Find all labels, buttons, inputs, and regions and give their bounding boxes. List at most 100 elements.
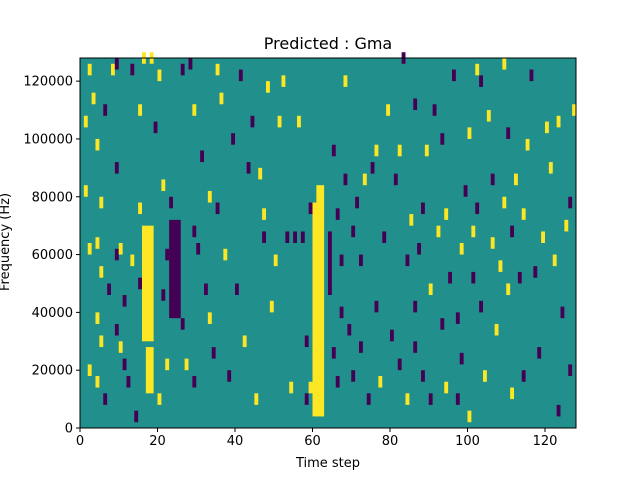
heatmap-cell	[448, 271, 452, 284]
heatmap-cell	[452, 69, 456, 82]
heatmap-cell	[525, 138, 530, 151]
x-tick-label: 80	[382, 434, 399, 449]
x-tick-label: 60	[304, 434, 321, 449]
heatmap-cell	[510, 225, 514, 238]
heatmap-cell	[114, 58, 119, 70]
heatmap-cell	[475, 202, 480, 215]
heatmap-cell	[138, 202, 142, 215]
heatmap-cell	[207, 312, 212, 324]
heatmap-cell	[444, 208, 449, 220]
heatmap-cell	[413, 341, 418, 353]
y-tick-label: 0	[65, 422, 73, 437]
heatmap-cell	[339, 254, 344, 267]
heatmap-cell	[238, 69, 243, 82]
heatmap-cell	[428, 393, 433, 405]
heatmap-cell	[421, 370, 425, 382]
heatmap-cell	[126, 375, 131, 388]
heatmap-cell	[95, 375, 100, 388]
heatmap-cell	[118, 341, 123, 353]
heatmap-cell	[192, 104, 197, 116]
heatmap-cell	[444, 381, 449, 394]
heatmap-cell	[370, 162, 375, 174]
heatmap-cell	[277, 115, 282, 128]
heatmap-cell	[521, 370, 526, 382]
heatmap-cell	[188, 58, 193, 70]
heatmap-cell	[211, 347, 216, 359]
heatmap-cell	[490, 237, 495, 249]
heatmap-cell	[95, 312, 100, 324]
heatmap-cell	[343, 75, 348, 87]
heatmap-cell	[486, 110, 491, 122]
heatmap-cell	[157, 393, 162, 405]
heatmap-cell	[293, 231, 297, 243]
x-tick-label: 40	[227, 434, 244, 449]
y-tick-label: 80000	[32, 190, 73, 205]
heatmap-cell	[335, 208, 340, 220]
heatmap-cell	[421, 202, 425, 215]
heatmap-cell	[223, 248, 228, 261]
heatmap-cell	[490, 173, 495, 186]
heatmap-cell	[157, 69, 162, 82]
heatmap-cell	[409, 214, 414, 226]
heatmap-cell	[521, 208, 526, 220]
heatmap-cell	[560, 306, 565, 319]
heatmap-cell	[506, 283, 511, 296]
heatmap-cell	[231, 133, 235, 145]
heatmap-cell	[254, 393, 259, 405]
heatmap-cell	[374, 144, 379, 157]
heatmap-cell	[266, 81, 270, 93]
heatmap-cell	[471, 271, 476, 284]
heatmap-cell	[432, 104, 437, 116]
heatmap-cell	[87, 63, 92, 76]
heatmap-cell	[545, 121, 549, 134]
heatmap-cell	[479, 300, 483, 313]
heatmap-cell	[134, 410, 139, 423]
heatmap-cell	[339, 306, 344, 319]
heatmap-cell	[475, 63, 480, 76]
heatmap-cell	[215, 202, 220, 215]
heatmap-cell	[564, 219, 569, 232]
heatmap-cell	[235, 283, 239, 296]
heatmap-cell	[502, 58, 507, 70]
heatmap-cell	[359, 254, 363, 267]
heatmap-cell	[153, 121, 158, 134]
heatmap-cell	[130, 63, 135, 76]
heatmap-cell	[242, 335, 247, 348]
heatmap-cell	[343, 173, 348, 186]
heatmap-cell	[568, 196, 573, 209]
heatmap-cell	[459, 352, 464, 365]
heatmap-cell	[246, 162, 251, 174]
heatmap-cell	[87, 364, 92, 376]
heatmap-cell	[428, 283, 433, 296]
heatmap-cell	[397, 144, 402, 157]
heatmap-cell	[572, 104, 576, 116]
heatmap-cell	[304, 393, 309, 405]
heatmap-cell	[541, 231, 545, 243]
heatmap-cell	[568, 364, 573, 376]
plot-frame	[79, 57, 577, 429]
heatmap-cell	[510, 387, 514, 400]
y-axis-label: Frequency (Hz)	[0, 193, 13, 291]
heatmap-cell	[331, 347, 336, 359]
heatmap-cell	[114, 248, 119, 261]
heatmap-cell	[459, 243, 464, 255]
heatmap-cell	[262, 231, 266, 243]
heatmap-cell	[351, 370, 356, 382]
heatmap-cell	[529, 69, 534, 82]
heatmap-cell	[359, 341, 363, 353]
heatmap-cell	[405, 254, 410, 267]
chart-title: Predicted : Gma	[264, 34, 392, 53]
heatmap-cell	[483, 370, 487, 382]
heatmap-cell	[227, 370, 232, 382]
heatmap-band	[316, 185, 325, 203]
heatmap-cell	[169, 196, 173, 209]
heatmap-cell	[281, 75, 286, 87]
heatmap-band	[142, 225, 154, 342]
x-tick-label: 0	[76, 434, 84, 449]
heatmap-cell	[498, 260, 503, 272]
heatmap-cell	[297, 115, 301, 128]
y-tick-label: 40000	[32, 306, 73, 321]
heatmap-cell	[355, 196, 359, 209]
y-tick-label: 120000	[23, 75, 73, 90]
